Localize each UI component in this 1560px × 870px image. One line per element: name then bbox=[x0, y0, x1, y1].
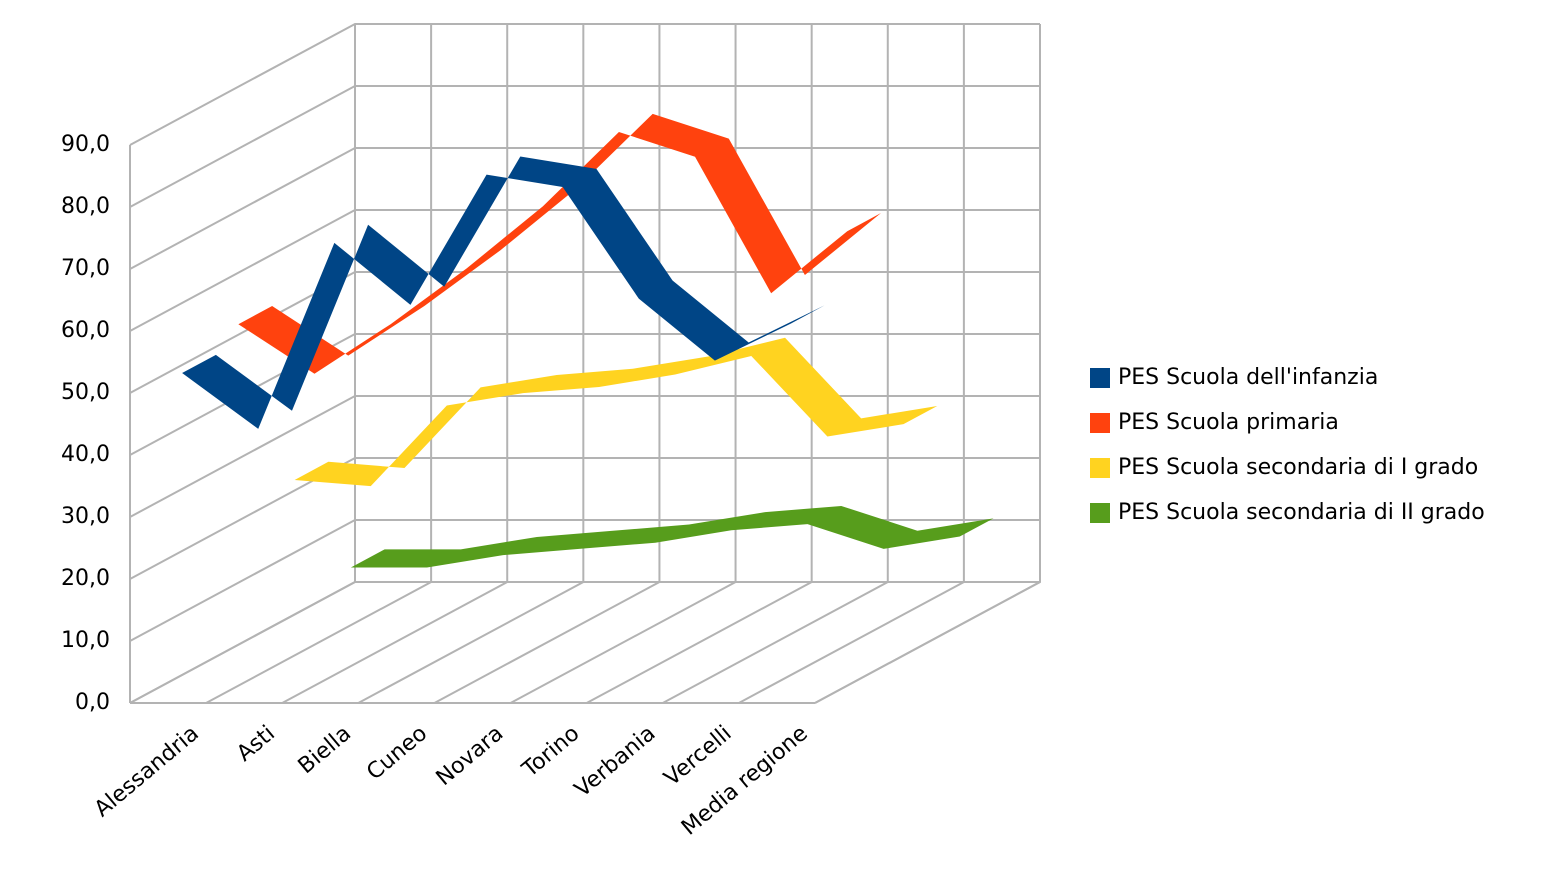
grid-line bbox=[129, 581, 1040, 704]
wall-line bbox=[281, 24, 509, 704]
y-tick-label: 90,0 bbox=[61, 132, 110, 157]
legend-label: PES Scuola primaria bbox=[1118, 410, 1339, 435]
x-tick-label: Biella bbox=[294, 721, 356, 779]
wall-line bbox=[814, 581, 1041, 704]
legend-swatch bbox=[1090, 503, 1110, 523]
series-ribbon bbox=[294, 337, 938, 487]
wall-line bbox=[662, 24, 889, 704]
x-tick-label: Cuneo bbox=[362, 721, 432, 785]
wall-line bbox=[129, 24, 356, 704]
wall-line bbox=[205, 24, 433, 704]
x-tick-label: Novara bbox=[432, 721, 509, 791]
series-ribbon bbox=[182, 156, 825, 429]
grid-line bbox=[129, 457, 1040, 580]
y-tick-label: 50,0 bbox=[61, 380, 110, 405]
y-tick-label: 80,0 bbox=[61, 194, 110, 219]
y-tick-label: 60,0 bbox=[61, 318, 110, 343]
y-tick-label: 40,0 bbox=[61, 442, 110, 467]
grid-line bbox=[129, 23, 1040, 146]
y-tick-label: 20,0 bbox=[61, 566, 110, 591]
wall-line bbox=[586, 24, 813, 704]
legend-label: PES Scuola secondaria di I grado bbox=[1118, 455, 1478, 480]
x-tick-label: Torino bbox=[517, 721, 584, 783]
y-tick-label: 10,0 bbox=[61, 628, 110, 653]
x-tick-label: Alessandria bbox=[90, 721, 204, 822]
x-tick-label: Media regione bbox=[677, 721, 813, 841]
y-tick-label: 0,0 bbox=[75, 690, 110, 715]
y-tick-label: 30,0 bbox=[61, 504, 110, 529]
wall-line bbox=[738, 24, 965, 704]
series-ribbon bbox=[350, 505, 994, 568]
wall-line bbox=[433, 24, 661, 704]
legend-swatch bbox=[1090, 413, 1110, 433]
x-tick-label: Asti bbox=[232, 721, 280, 767]
y-tick-label: 70,0 bbox=[61, 256, 110, 281]
legend-swatch bbox=[1090, 368, 1110, 388]
series-ribbon bbox=[238, 113, 882, 374]
legend-label: PES Scuola dell'infanzia bbox=[1118, 365, 1378, 390]
x-tick-label: Verbania bbox=[570, 721, 660, 802]
legend-label: PES Scuola secondaria di II grado bbox=[1118, 500, 1485, 525]
legend-swatch bbox=[1090, 458, 1110, 478]
